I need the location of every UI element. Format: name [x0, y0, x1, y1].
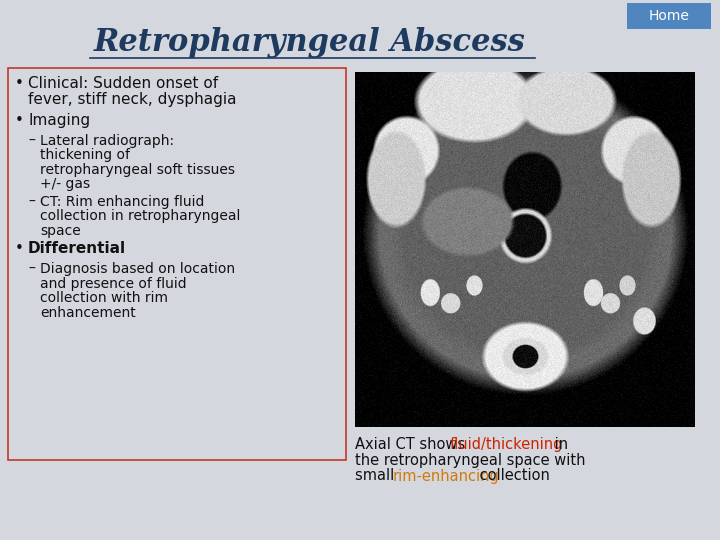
- Text: in: in: [550, 437, 568, 452]
- Text: –: –: [28, 134, 35, 148]
- Text: •: •: [15, 76, 24, 91]
- Text: –: –: [28, 195, 35, 209]
- Text: the retropharyngeal space with: the retropharyngeal space with: [355, 453, 585, 468]
- Text: collection: collection: [474, 469, 549, 483]
- Text: enhancement: enhancement: [40, 306, 136, 320]
- Text: •: •: [15, 113, 24, 128]
- Text: collection in retropharyngeal: collection in retropharyngeal: [40, 210, 240, 224]
- Text: small: small: [355, 469, 399, 483]
- Text: Lateral radiograph:: Lateral radiograph:: [40, 134, 174, 148]
- Text: Imaging: Imaging: [28, 113, 90, 128]
- Text: •: •: [15, 241, 24, 256]
- Text: CT: Rim enhancing fluid: CT: Rim enhancing fluid: [40, 195, 204, 209]
- Text: Home: Home: [649, 9, 690, 23]
- Text: fever, stiff neck, dysphagia: fever, stiff neck, dysphagia: [28, 92, 236, 107]
- Text: Diagnosis based on location: Diagnosis based on location: [40, 262, 235, 276]
- Text: space: space: [40, 224, 81, 238]
- Text: Axial CT shows: Axial CT shows: [355, 437, 469, 452]
- FancyBboxPatch shape: [627, 3, 711, 29]
- Text: and presence of fluid: and presence of fluid: [40, 277, 186, 291]
- Text: thickening of: thickening of: [40, 148, 130, 163]
- Text: fluid/thickening: fluid/thickening: [449, 437, 563, 452]
- Text: –: –: [28, 262, 35, 276]
- Text: Clinical: Sudden onset of: Clinical: Sudden onset of: [28, 76, 218, 91]
- FancyBboxPatch shape: [8, 68, 346, 460]
- Text: retropharyngeal soft tissues: retropharyngeal soft tissues: [40, 163, 235, 177]
- Text: Retropharyngeal Abscess: Retropharyngeal Abscess: [94, 26, 526, 57]
- Text: Differential: Differential: [28, 241, 126, 256]
- Text: rim-enhancing: rim-enhancing: [393, 469, 500, 483]
- Text: +/- gas: +/- gas: [40, 177, 90, 191]
- Text: collection with rim: collection with rim: [40, 291, 168, 305]
